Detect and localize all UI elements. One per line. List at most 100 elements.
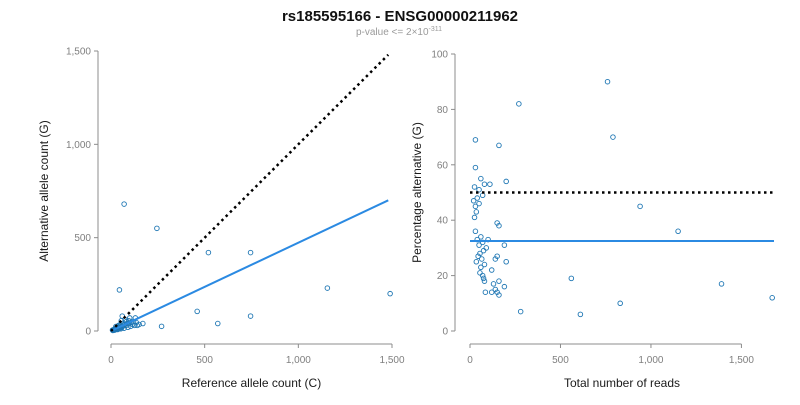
y-tick-label: 1,000	[66, 140, 91, 151]
data-point	[501, 242, 508, 248]
data-point	[471, 184, 478, 190]
y-tick-label: 60	[437, 160, 449, 171]
y-tick-label: 500	[74, 233, 91, 244]
data-point	[154, 225, 160, 232]
data-point	[610, 134, 616, 140]
data-point	[617, 300, 623, 307]
y-tick-label: 40	[437, 216, 449, 227]
data-point	[503, 178, 509, 185]
data-point	[472, 164, 479, 171]
x-axis-title: Total number of reads	[564, 376, 680, 390]
chart-subtitle: p-value <= 2×10-311	[356, 26, 442, 38]
scatter-panel-allele-counts: 0 500 1,000 1,500 0 500 1,000 1,500 Reference al…	[37, 47, 405, 391]
data-point	[516, 101, 522, 107]
data-point	[494, 289, 500, 295]
y-axis-title: Percentage alternative (G)	[410, 122, 424, 263]
data-point	[473, 209, 480, 215]
x-tick-label: 1,500	[729, 355, 754, 366]
data-point	[205, 249, 212, 256]
data-point	[324, 285, 331, 291]
y-tick-label: 0	[85, 327, 91, 338]
data-point	[247, 249, 254, 256]
chart-title: rs185595166 - ENSG00000211962	[282, 8, 518, 25]
data-point	[487, 181, 493, 187]
data-point	[247, 313, 254, 319]
y-tick-label: 20	[437, 271, 449, 282]
x-tick-label: 1,500	[379, 355, 404, 366]
subtitle-base: 10	[417, 27, 429, 38]
data-point	[158, 323, 165, 330]
data-point	[481, 181, 488, 187]
scatter-panel-percentage: 0 20 40 60 80 100 0 500 1,000 1,500 Total number o…	[410, 50, 775, 390]
data-point	[475, 253, 481, 259]
data-point	[136, 321, 142, 328]
data-point	[488, 267, 495, 273]
data-point	[125, 324, 131, 331]
data-point	[568, 275, 575, 282]
x-tick-label: 0	[467, 355, 473, 366]
data-point	[472, 228, 479, 235]
data-point	[482, 289, 489, 295]
y-tick-label: 100	[431, 50, 448, 61]
data-point	[488, 289, 495, 295]
data-point	[479, 256, 485, 262]
x-tick-label: 1,000	[638, 355, 663, 366]
data-point	[116, 287, 123, 293]
data-point	[492, 286, 499, 293]
data-point	[494, 220, 500, 226]
reference-line	[110, 53, 390, 332]
data-point	[483, 245, 490, 251]
data-point	[472, 137, 479, 143]
x-tick-label: 1,000	[286, 355, 311, 366]
data-point	[479, 272, 486, 279]
y-tick-label: 0	[442, 327, 448, 338]
data-point	[473, 259, 480, 265]
data-point	[215, 320, 221, 327]
data-point	[496, 222, 502, 229]
data-point	[121, 201, 127, 207]
subtitle-prefix: p-value <= 2	[356, 27, 412, 38]
data-point	[492, 256, 499, 262]
data-point	[718, 281, 725, 287]
x-tick-label: 0	[108, 355, 114, 366]
data-point	[517, 308, 524, 315]
data-point	[477, 270, 483, 276]
data-point	[604, 78, 611, 85]
x-tick-label: 500	[552, 355, 569, 366]
data-point	[478, 234, 484, 240]
data-point	[470, 198, 477, 204]
y-tick-label: 1,500	[66, 47, 91, 58]
data-point	[481, 278, 488, 284]
data-point	[476, 186, 482, 193]
y-axis-title: Alternative allele count (G)	[37, 120, 51, 261]
data-point	[496, 142, 502, 149]
data-point	[477, 250, 483, 257]
data-point	[496, 278, 502, 284]
data-point	[474, 195, 480, 201]
subtitle-times: ×	[412, 27, 418, 38]
data-point	[471, 214, 478, 221]
data-point	[481, 261, 488, 268]
data-point	[480, 247, 487, 254]
data-point	[577, 311, 584, 318]
data-point	[501, 283, 508, 290]
data-point	[496, 292, 502, 298]
data-point	[503, 259, 509, 265]
data-point	[476, 242, 482, 248]
data-point	[140, 320, 146, 327]
data-point	[494, 253, 500, 259]
subtitle-exponent: -311	[429, 26, 443, 33]
data-point	[478, 175, 484, 182]
data-point	[478, 264, 484, 271]
data-point	[490, 281, 497, 287]
fit-line	[110, 199, 389, 332]
data-point	[476, 200, 482, 207]
data-point	[675, 228, 681, 235]
data-point	[126, 315, 133, 321]
data-point	[769, 295, 775, 301]
data-point	[480, 275, 487, 282]
data-point	[194, 308, 200, 315]
y-tick-label: 80	[437, 105, 449, 116]
